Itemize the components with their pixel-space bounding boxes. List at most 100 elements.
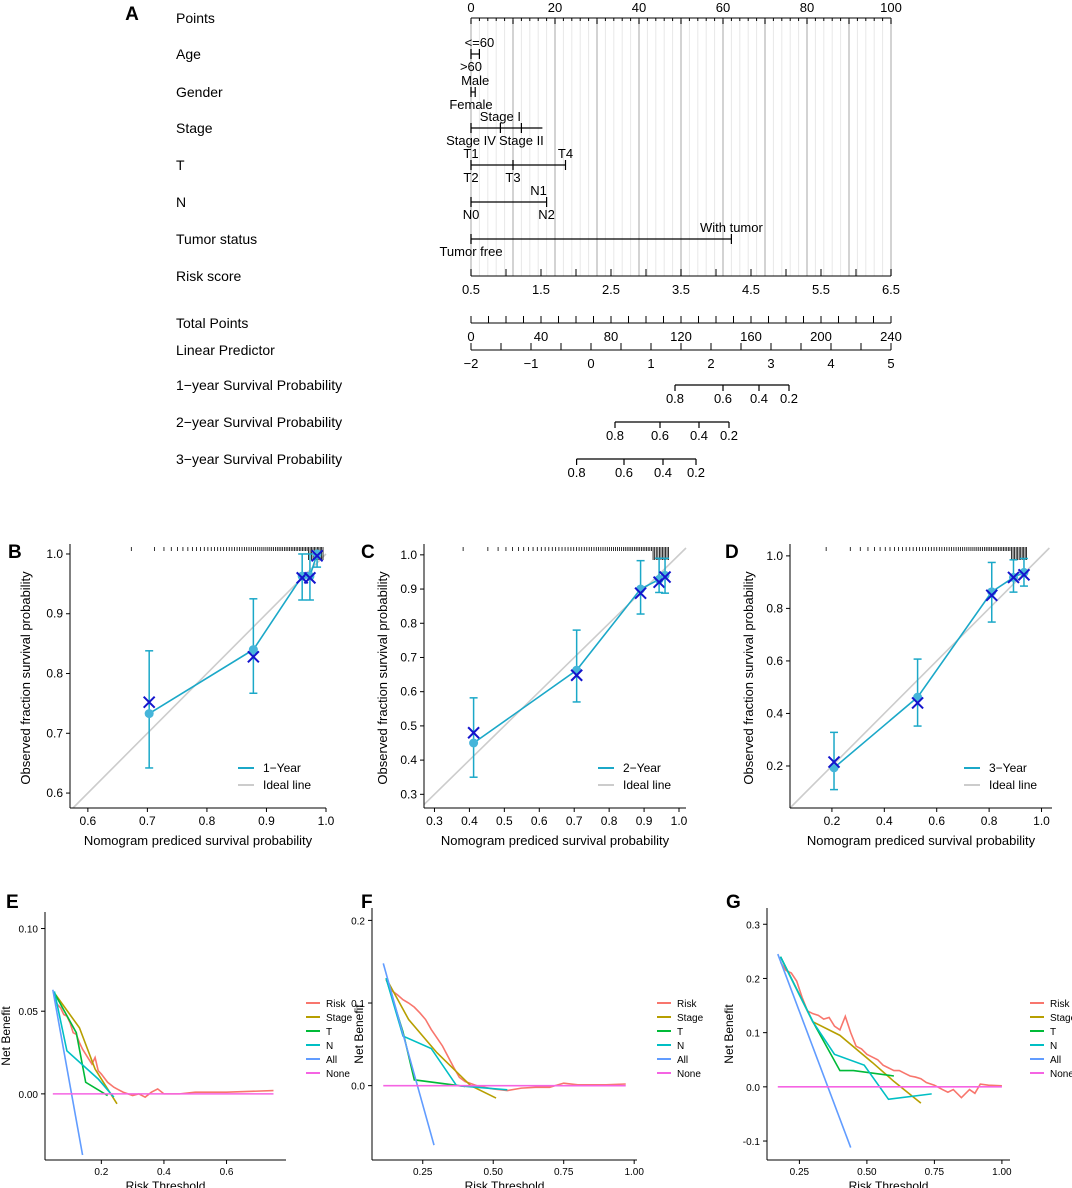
t-level-label: T2 <box>463 170 478 185</box>
linear-predictor-tick-label: 0 <box>587 356 594 371</box>
y-axis-title: Observed fraction survival probability <box>741 571 756 785</box>
curve-all <box>382 963 435 1146</box>
legend-label-ideal: Ideal line <box>623 778 671 792</box>
x-tick-label: 1.0 <box>318 814 335 828</box>
x-tick-label: 0.5 <box>496 814 513 828</box>
linear-predictor-tick-label: 2 <box>707 356 714 371</box>
x-tick-label: 0.7 <box>566 814 583 828</box>
curve-all <box>777 953 852 1148</box>
stage-level-label: Stage I <box>480 109 521 124</box>
row-label-n: N <box>176 194 186 210</box>
panel-label-g: G <box>726 892 741 913</box>
tumor_status-level-label: Tumor free <box>439 244 502 259</box>
panel-label-a: A <box>125 4 139 25</box>
y-tick-label: 0.4 <box>766 706 783 720</box>
risk-score-tick-label: 2.5 <box>602 282 620 297</box>
x-axis-title: Risk Threshold <box>126 1179 206 1188</box>
legend-label-t: T <box>1050 1027 1056 1038</box>
y-tick-label: 0.8 <box>400 616 417 630</box>
dca-panel-e: E 0.00 0.05 0.10 0.2 0.4 0.6 Risk Threshold Net … <box>0 892 353 1188</box>
panel-label-c: C <box>361 542 375 563</box>
legend-label-risk: Risk <box>326 999 346 1010</box>
y-axis-title: Observed fraction survival probability <box>18 571 33 785</box>
x-tick-label: 0.6 <box>928 814 945 828</box>
y-tick-label: 0.9 <box>46 607 63 621</box>
y-tick-label: 0.2 <box>766 759 783 773</box>
legend-label-risk: Risk <box>677 999 697 1010</box>
row-label-linear-predictor: Linear Predictor <box>176 342 275 358</box>
legend-label-t: T <box>677 1027 683 1038</box>
survival-tick-label: 0.2 <box>687 465 705 480</box>
observed-point <box>312 549 322 559</box>
predicted-cross <box>658 570 672 584</box>
x-axis-title: Risk Threshold <box>465 1179 545 1188</box>
x-tick-label: 0.25 <box>413 1167 433 1178</box>
calibration-panel-b: B 0.6 0.7 0.8 0.9 1.0 0.6 0.7 0.8 0.9 1.0 Nomogram … <box>8 542 335 848</box>
x-tick-label: 0.4 <box>876 814 893 828</box>
x-tick-label: 0.25 <box>790 1167 810 1178</box>
points-tick-label: 20 <box>548 0 562 15</box>
curve-n <box>53 991 115 1098</box>
legend-label-none: None <box>326 1069 350 1080</box>
legend-label-n: N <box>326 1041 333 1052</box>
survival-tick-label: 0.6 <box>615 465 633 480</box>
t-level-label: T1 <box>463 146 478 161</box>
points-tick-label: 100 <box>880 0 902 15</box>
x-tick-label: 1.0 <box>1033 814 1050 828</box>
total-points-tick-label: 80 <box>604 329 618 344</box>
predicted-cross <box>1017 568 1031 581</box>
y-tick-label: 0.9 <box>400 582 417 596</box>
x-tick-label: 1.00 <box>624 1167 644 1178</box>
panel-label-b: B <box>8 542 22 563</box>
risk-score-tick-label: 0.5 <box>462 282 480 297</box>
t-level-label: T4 <box>558 146 573 161</box>
survival-tick-label: 0.8 <box>606 428 624 443</box>
predicted-cross <box>142 695 156 709</box>
predicted-cross <box>911 696 924 710</box>
curve-stage <box>385 977 497 1099</box>
legend-label-series: 1−Year <box>263 761 301 775</box>
x-axis-title: Risk Threshold <box>849 1179 929 1188</box>
y-tick-label: 0.2 <box>746 974 760 985</box>
x-tick-label: 0.4 <box>157 1167 171 1178</box>
survival-tick-label: 0.2 <box>720 428 738 443</box>
curve-all <box>52 989 84 1156</box>
row-label-survival-1: 1−year Survival Probability <box>176 377 342 393</box>
row-label-total-points: Total Points <box>176 315 248 331</box>
y-tick-label: 0.6 <box>766 654 783 668</box>
observed-point <box>248 645 258 655</box>
predicted-cross <box>310 549 324 562</box>
points-tick-label: 80 <box>800 0 814 15</box>
observed-point <box>305 571 315 581</box>
y-tick-label: 0.6 <box>400 685 417 699</box>
x-tick-label: 0.8 <box>199 814 216 828</box>
curve-stage <box>779 956 922 1104</box>
observed-point <box>660 570 670 580</box>
y-tick-label: 0.7 <box>46 726 63 740</box>
legend-label-stage: Stage <box>677 1013 704 1024</box>
legend-label-stage: Stage <box>326 1013 353 1024</box>
calibration-line <box>148 553 318 715</box>
predicted-cross <box>303 571 317 585</box>
x-tick-label: 0.9 <box>258 814 275 828</box>
x-tick-label: 0.2 <box>94 1167 108 1178</box>
x-tick-label: 0.75 <box>554 1167 574 1178</box>
total-points-tick-label: 160 <box>740 329 762 344</box>
calibration-panel-d: D 0.2 0.4 0.6 0.8 1.0 0.2 0.4 0.6 0.8 1.0 Nomogram … <box>725 542 1052 848</box>
y-tick-label: 0.4 <box>400 753 417 767</box>
total-points-tick-label: 40 <box>534 329 548 344</box>
survival-tick-label: 0.6 <box>651 428 669 443</box>
points-tick-label: 60 <box>716 0 730 15</box>
x-tick-label: 0.6 <box>80 814 97 828</box>
linear-predictor-tick-label: 1 <box>647 356 654 371</box>
tumor_status-level-label: With tumor <box>700 220 764 235</box>
legend-label-risk: Risk <box>1050 999 1070 1010</box>
row-label-stage: Stage <box>176 120 213 136</box>
x-tick-label: 0.75 <box>925 1167 945 1178</box>
row-label-survival-2: 2−year Survival Probability <box>176 414 342 430</box>
calibration-line <box>473 574 666 744</box>
risk-score-tick-label: 3.5 <box>672 282 690 297</box>
t-level-label: T3 <box>505 170 520 185</box>
curve-stage <box>53 992 118 1105</box>
total-points-tick-label: 200 <box>810 329 832 344</box>
